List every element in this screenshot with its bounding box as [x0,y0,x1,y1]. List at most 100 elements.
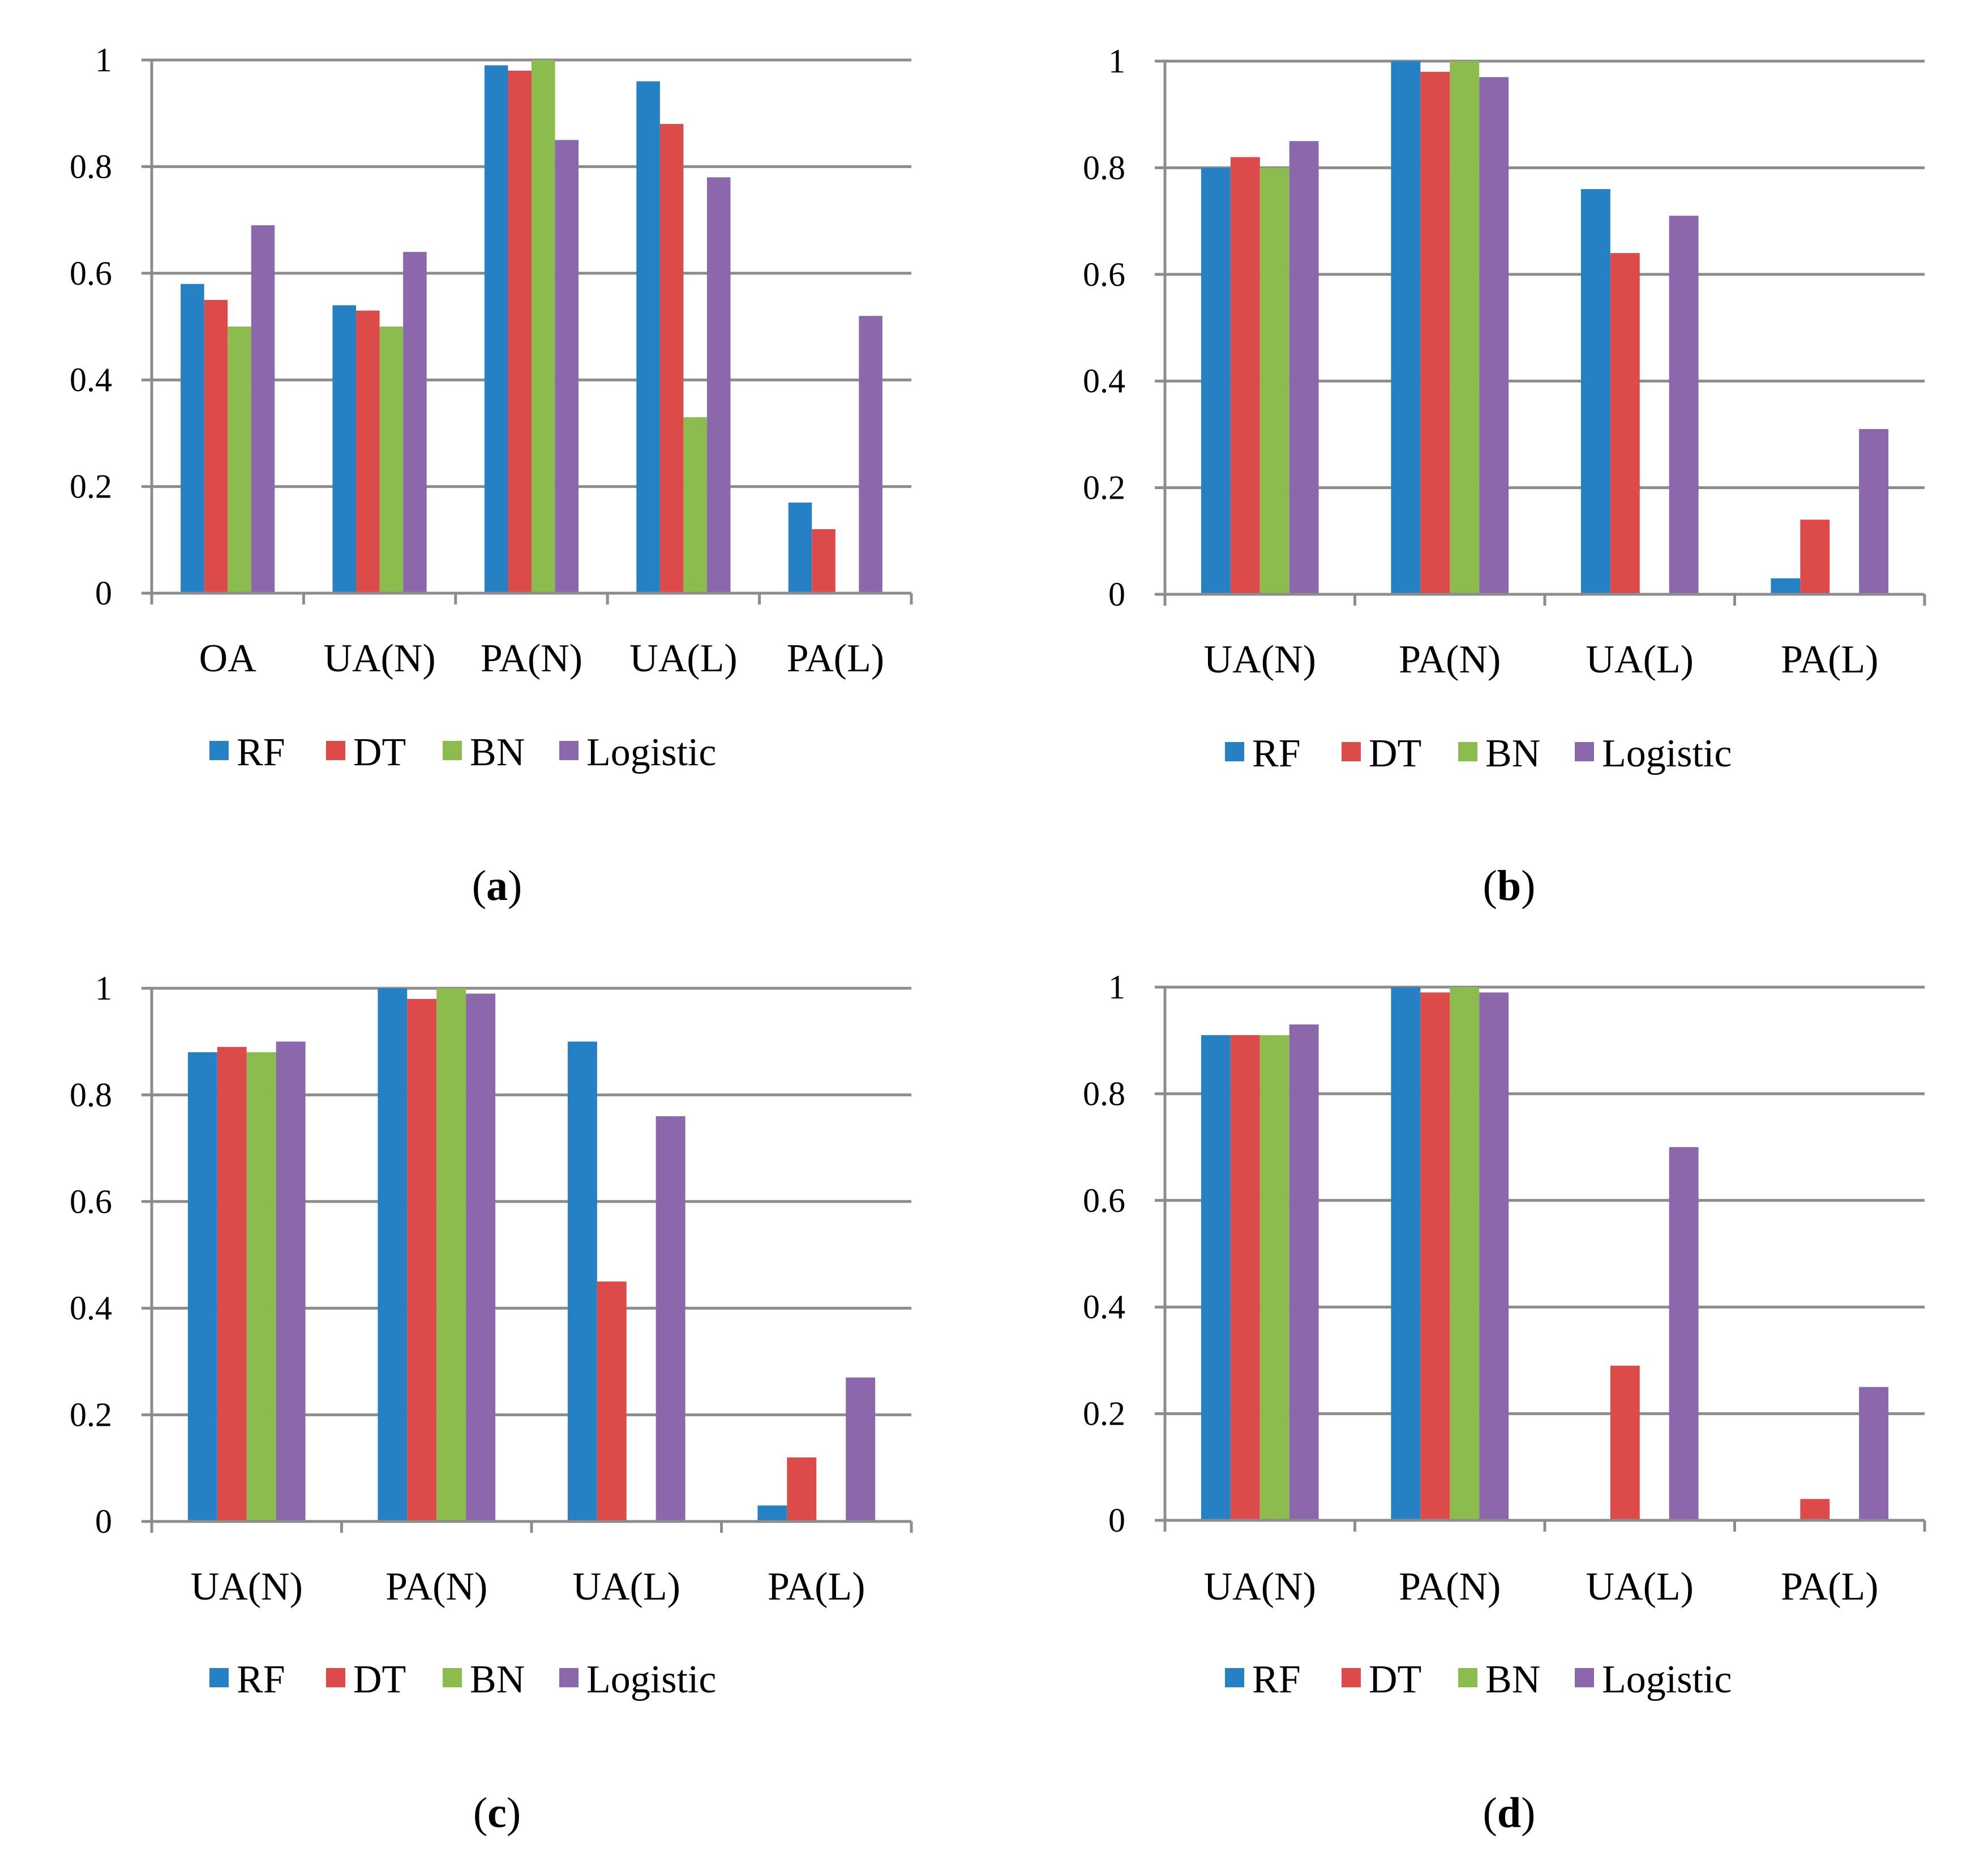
x-category-label: PA(L) [1781,638,1878,681]
panel-label: (c) [473,1789,521,1837]
bar-bn-ual [683,417,707,593]
panel-label: (b) [1483,862,1536,910]
y-tick-label: 0.8 [70,148,112,185]
bar-dt-ual [597,1281,627,1521]
bar-rf-uan [187,1052,217,1521]
chart-panel-c: 0 0.2 0.4 0.6 0.8 1 UA(N) PA(N) UA(L) PA(L) RF DT BN… [70,970,913,1837]
chart-panel-a: 0 0.2 0.4 0.6 0.8 1 OA UA(N) PA(N) UA(L) PA(L) RF DT… [70,41,913,910]
bar-bn-oa [228,327,251,593]
bar-logistic-pan [466,993,496,1521]
bar-bn-pan [436,988,466,1521]
legend-swatch-rf [209,1668,229,1687]
bar-logistic-uan [403,252,427,593]
y-tick-label: 0 [1108,576,1125,613]
panel-label: (a) [472,862,522,910]
legend-label-logistic: Logistic [1602,1658,1732,1701]
legend-label-dt: DT [1369,732,1421,775]
legend-label-bn: BN [470,731,525,774]
bar-rf-ual [567,1041,597,1521]
legend-label-logistic: Logistic [586,1658,716,1701]
bar-dt-uan [217,1047,247,1521]
bar-rf-pan [1391,61,1421,594]
legend-swatch-dt [326,741,345,760]
bar-dt-uan [1230,1035,1260,1520]
bar-logistic-uan [276,1041,306,1521]
x-category-label: PA(N) [385,1565,487,1609]
y-tick-label: 0 [95,575,112,612]
bar-dt-pal [1800,1499,1830,1520]
bar-logistic-pal [846,1377,876,1521]
bar-rf-uan [332,305,357,593]
x-category-label: UA(N) [191,1565,303,1609]
bar-dt-pan [1420,71,1450,595]
bar-bn-pan [532,60,555,593]
y-tick-label: 0.4 [1083,362,1125,400]
legend-label-bn: BN [1485,732,1540,775]
bar-logistic-uan [1289,1024,1319,1520]
legend: RF DT BN Logistic [1225,732,1732,775]
bar-logistic-pal [859,316,882,593]
legend-label-rf: RF [1252,732,1301,775]
bar-bn-pan [1450,61,1480,594]
bar-dt-pal [787,1457,817,1521]
y-tick-label: 0.8 [70,1076,112,1113]
legend-swatch-logistic [559,1668,579,1687]
legend-label-bn: BN [1485,1658,1540,1701]
bar-rf-ual [636,81,660,593]
bar-logistic-ual [706,177,731,593]
y-tick-label: 0.2 [70,1396,112,1434]
bar-logistic-oa [251,225,275,593]
bar-logistic-ual [655,1116,685,1521]
x-category-label: UA(N) [323,637,435,680]
bar-rf-pal [1771,578,1801,594]
bar-dt-ual [659,124,684,594]
x-category-label: PA(N) [481,637,582,680]
bar-bn-uan [246,1052,276,1521]
legend-label-logistic: Logistic [586,731,716,774]
y-tick-label: 0 [95,1503,112,1540]
y-tick-label: 0.6 [70,1183,112,1220]
legend-swatch-rf [209,741,229,760]
legend-swatch-logistic [1575,1668,1594,1687]
legend-swatch-logistic [1575,742,1594,761]
y-tick-label: 1 [1108,42,1125,80]
bar-dt-pal [1800,520,1830,594]
bar-rf-pan [378,988,408,1521]
legend-label-rf: RF [237,1658,285,1701]
legend-label-rf: RF [1252,1658,1301,1701]
chart-panel-b: 0 0.2 0.4 0.6 0.8 1 UA(N) PA(N) UA(L) PA(L) RF DT BN… [1083,42,1926,910]
bar-bn-uan [1259,1035,1289,1520]
y-tick-label: 0.4 [1083,1288,1125,1326]
legend-label-rf: RF [237,731,285,774]
legend-swatch-dt [326,1668,345,1687]
x-category-label: UA(L) [629,637,737,680]
y-tick-label: 0 [1108,1502,1125,1539]
y-tick-label: 0.2 [1083,469,1125,507]
legend: RF DT BN Logistic [209,1658,716,1701]
legend-label-dt: DT [353,1658,406,1701]
legend-swatch-rf [1225,742,1244,761]
x-category-label: UA(N) [1204,1565,1316,1609]
bar-bn-pan [1450,987,1480,1520]
legend: RF DT BN Logistic [209,731,716,774]
legend: RF DT BN Logistic [1225,1658,1732,1701]
bar-rf-uan [1201,168,1231,594]
bar-logistic-ual [1669,1147,1699,1520]
bar-rf-pan [1391,987,1421,1520]
x-category-label: UA(L) [1586,638,1694,681]
legend-swatch-bn [1458,1668,1477,1687]
bar-dt-pan [407,998,437,1521]
x-category-label: PA(L) [768,1565,865,1609]
bar-logistic-pan [1479,992,1509,1520]
y-tick-label: 0.2 [70,468,112,505]
legend-swatch-bn [443,1668,462,1687]
chart-panel-d: 0 0.2 0.4 0.6 0.8 1 UA(N) PA(N) UA(L) PA(L) RF DT BN… [1083,968,1926,1837]
bar-dt-ual [1610,1365,1640,1520]
x-category-label: PA(N) [1399,1565,1501,1609]
bar-dt-pan [1420,992,1450,1520]
legend-swatch-dt [1342,1668,1361,1687]
x-category-label: UA(N) [1204,638,1316,681]
x-category-label: PA(N) [1399,638,1501,681]
bar-dt-uan [1230,157,1260,594]
bar-logistic-pan [1479,77,1509,594]
